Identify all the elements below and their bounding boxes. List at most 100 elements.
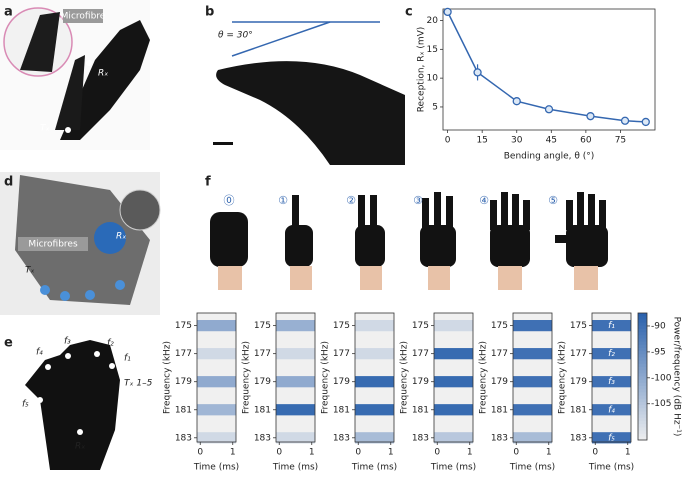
colorbar-tick-label: -95 bbox=[651, 347, 666, 357]
band bbox=[513, 376, 552, 388]
y-axis-label: Frequency (kHz) bbox=[479, 341, 489, 414]
y-tick-label: 175 bbox=[491, 321, 508, 331]
photo-b bbox=[213, 21, 405, 165]
colorbar-cell bbox=[638, 405, 647, 409]
x-axis-label: Time (ms) bbox=[193, 463, 239, 473]
plot-frame bbox=[275, 312, 316, 443]
colorbar-cell bbox=[638, 379, 647, 384]
band bbox=[197, 404, 236, 416]
band bbox=[592, 348, 631, 360]
colorbar-cell bbox=[638, 347, 647, 352]
colorbar-tick-label: -105 bbox=[651, 399, 671, 409]
data-point bbox=[473, 68, 482, 77]
annotation: Rₓ bbox=[75, 442, 85, 452]
y-tick-label: 183 bbox=[175, 433, 192, 443]
band bbox=[355, 320, 394, 332]
colorbar-cell bbox=[638, 335, 647, 339]
colorbar-cell bbox=[638, 319, 647, 324]
annotation: f₃ bbox=[64, 337, 71, 347]
y-tick-label: 183 bbox=[570, 433, 587, 443]
plot-frame bbox=[512, 312, 553, 443]
y-axis-label: Frequency (kHz) bbox=[242, 341, 252, 414]
colorbar-cell bbox=[638, 401, 647, 406]
x-tick-label: 1 bbox=[546, 448, 552, 458]
y-tick-label: 183 bbox=[412, 433, 429, 443]
band bbox=[355, 432, 394, 444]
colorbar-tick-label: -100 bbox=[651, 373, 672, 383]
panel-label: a bbox=[4, 5, 13, 20]
band bbox=[434, 320, 473, 332]
y-tick-label: 179 bbox=[254, 377, 271, 387]
annotation: Microfibres bbox=[28, 240, 78, 250]
data-point bbox=[620, 116, 630, 125]
y-tick-label: 175 bbox=[254, 321, 271, 331]
x-tick-label: 0 bbox=[355, 448, 361, 458]
y-tick-label: 179 bbox=[570, 377, 587, 387]
y-tick-label: 181 bbox=[333, 405, 350, 415]
y-tick-label: 177 bbox=[333, 349, 350, 359]
annotation: Microfibre bbox=[61, 12, 106, 22]
band-label: f₃ bbox=[608, 377, 615, 387]
colorbar-cell bbox=[638, 341, 647, 346]
colorbar-cell bbox=[638, 389, 647, 393]
colorbar-cell bbox=[638, 351, 647, 355]
x-axis-label: Time (ms) bbox=[509, 463, 555, 473]
annotation: f₅ bbox=[22, 400, 29, 410]
x-tick-label: 1 bbox=[309, 448, 315, 458]
x-axis-label: Time (ms) bbox=[430, 463, 476, 473]
colorbar-cell bbox=[638, 360, 647, 365]
band bbox=[276, 432, 315, 444]
plot-frame bbox=[433, 312, 474, 443]
y-tick-label: 179 bbox=[412, 377, 429, 387]
photo-a bbox=[0, 0, 150, 150]
colorbar-cell bbox=[638, 354, 647, 358]
y-tick-label: 181 bbox=[570, 405, 587, 415]
y-axis-label: Frequency (kHz) bbox=[558, 341, 568, 414]
x-tick-label: 0 bbox=[592, 448, 598, 458]
gesture-label: ① bbox=[278, 194, 288, 207]
band bbox=[592, 404, 631, 416]
band-label: f₅ bbox=[608, 433, 615, 443]
x-tick-label: 1 bbox=[625, 448, 631, 458]
data-point bbox=[512, 97, 521, 106]
annotation: θ = 30° bbox=[218, 31, 253, 41]
colorbar-cell bbox=[638, 398, 647, 403]
band bbox=[434, 404, 473, 416]
photo-f bbox=[210, 192, 608, 290]
plot-frame bbox=[354, 312, 395, 443]
band bbox=[355, 376, 394, 388]
gesture-label: ② bbox=[346, 194, 356, 207]
x-tick-label: 45 bbox=[546, 136, 557, 146]
band bbox=[592, 320, 631, 332]
colorbar-cell bbox=[638, 316, 647, 320]
gesture-label: ④ bbox=[479, 194, 489, 207]
colorbar-cell bbox=[638, 411, 647, 416]
x-axis-label: Bending angle, θ (°) bbox=[504, 152, 595, 162]
y-tick-label: 181 bbox=[254, 405, 271, 415]
y-tick-label: 181 bbox=[175, 405, 192, 415]
x-tick-label: 1 bbox=[230, 448, 236, 458]
band bbox=[197, 320, 236, 332]
x-tick-label: 1 bbox=[388, 448, 394, 458]
colorbar-cell bbox=[638, 366, 647, 371]
band bbox=[513, 404, 552, 416]
photo-e bbox=[25, 340, 120, 470]
band bbox=[434, 432, 473, 444]
y-tick-label: 177 bbox=[412, 349, 429, 359]
colorbar-cell bbox=[638, 427, 647, 431]
band bbox=[434, 348, 473, 360]
y-axis-label: Frequency (kHz) bbox=[321, 341, 331, 414]
data-point bbox=[544, 105, 554, 114]
data-point bbox=[641, 117, 650, 127]
colorbar-cell bbox=[638, 357, 647, 362]
colorbar-cell bbox=[638, 417, 647, 422]
y-tick-label: 5 bbox=[432, 102, 438, 112]
x-tick-label: 60 bbox=[580, 136, 592, 146]
colorbar-frame bbox=[637, 312, 648, 441]
annotation: f₁ bbox=[124, 354, 131, 364]
y-tick-label: 177 bbox=[175, 349, 192, 359]
colorbar-cell bbox=[638, 338, 647, 343]
band bbox=[434, 376, 473, 388]
colorbar-cell bbox=[638, 436, 647, 441]
colorbar-cell bbox=[638, 344, 647, 349]
